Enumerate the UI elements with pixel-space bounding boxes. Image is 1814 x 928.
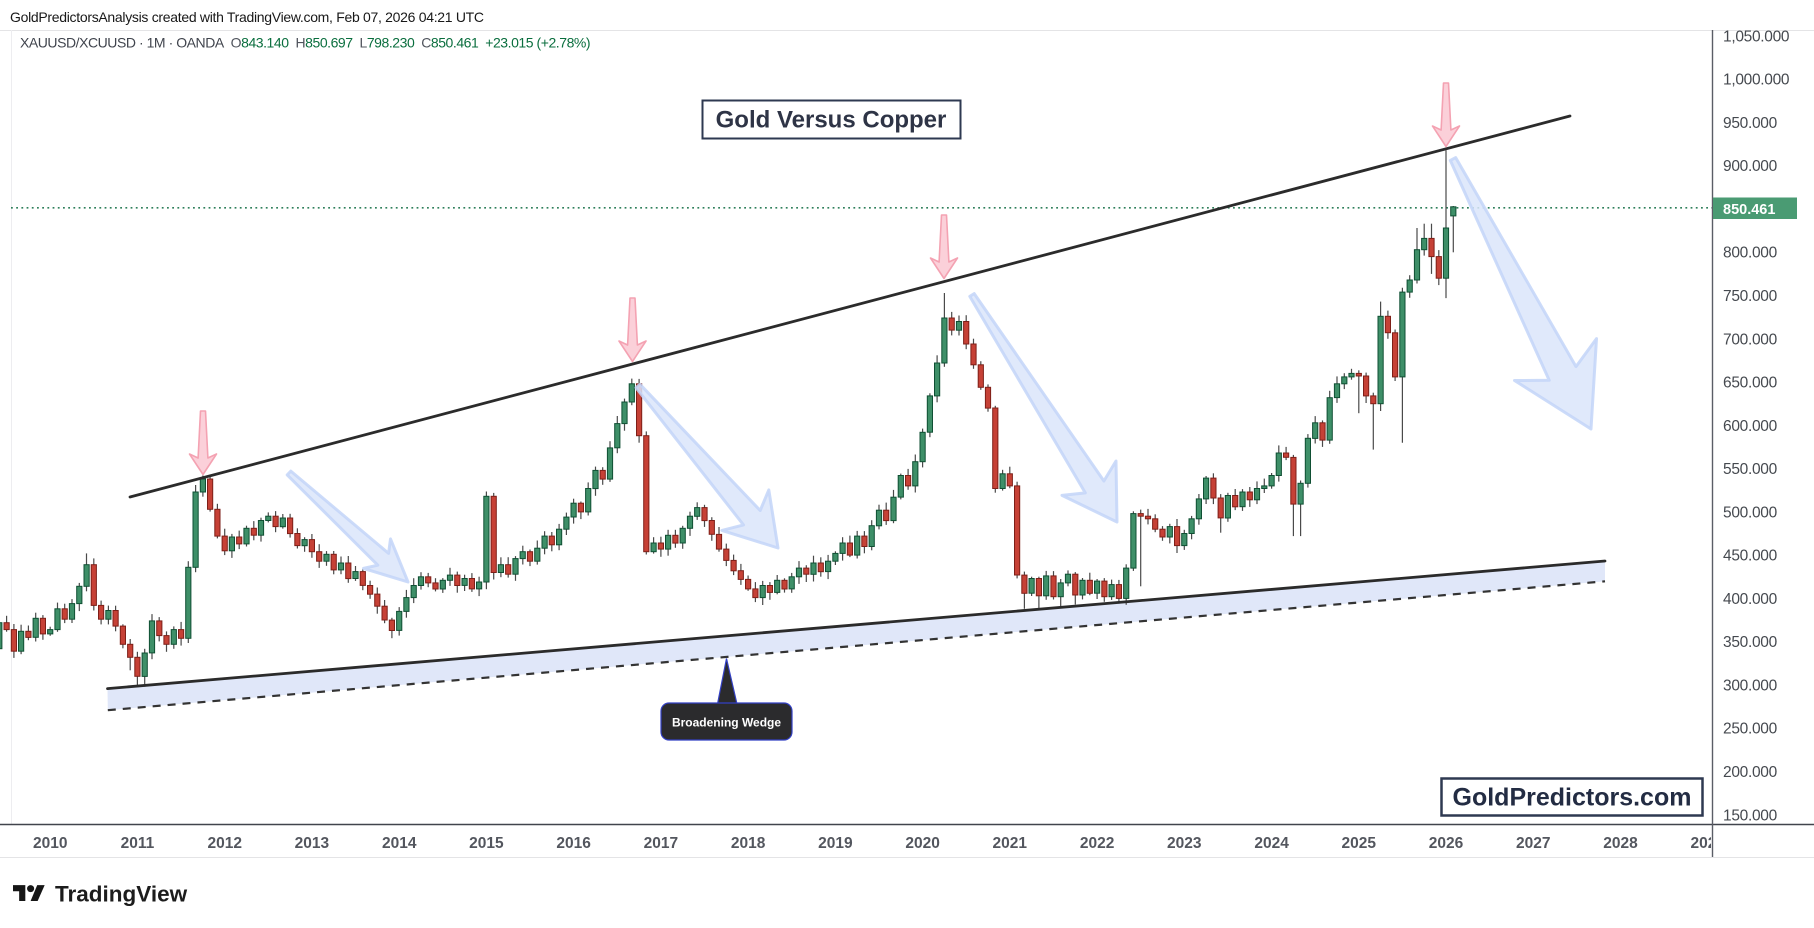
svg-text:450.000: 450.000: [1723, 548, 1778, 565]
svg-text:2014: 2014: [382, 835, 417, 852]
svg-text:900.000: 900.000: [1723, 158, 1778, 175]
svg-text:GoldPredictorsAnalysis created: GoldPredictorsAnalysis created with Trad…: [10, 9, 484, 25]
svg-text:2023: 2023: [1167, 835, 1202, 852]
svg-text:2024: 2024: [1254, 835, 1289, 852]
svg-text:2021: 2021: [993, 835, 1028, 852]
svg-text:300.000: 300.000: [1723, 677, 1778, 694]
svg-text:2020: 2020: [905, 835, 939, 852]
svg-text:850.461: 850.461: [1723, 202, 1775, 218]
svg-text:GoldPredictors.com: GoldPredictors.com: [1453, 784, 1692, 812]
svg-text:2015: 2015: [469, 835, 504, 852]
svg-text:800.000: 800.000: [1723, 245, 1778, 262]
svg-text:2028: 2028: [1603, 835, 1638, 852]
svg-text:750.000: 750.000: [1723, 288, 1778, 305]
svg-text:950.000: 950.000: [1723, 115, 1778, 132]
svg-text:200.000: 200.000: [1723, 764, 1778, 781]
svg-text:500.000: 500.000: [1723, 504, 1778, 521]
svg-text:TradingView: TradingView: [55, 882, 188, 907]
svg-text:2016: 2016: [556, 835, 591, 852]
svg-text:2011: 2011: [121, 835, 155, 852]
svg-text:650.000: 650.000: [1723, 375, 1778, 392]
svg-text:2012: 2012: [207, 835, 241, 852]
svg-text:2029: 2029: [1691, 835, 1726, 852]
svg-text:250.000: 250.000: [1723, 721, 1778, 738]
svg-text:2026: 2026: [1429, 835, 1464, 852]
svg-text:150.000: 150.000: [1723, 807, 1778, 824]
svg-text:2019: 2019: [818, 835, 853, 852]
svg-text:700.000: 700.000: [1723, 331, 1778, 348]
svg-text:Gold Versus Copper: Gold Versus Copper: [716, 107, 947, 134]
svg-text:2013: 2013: [295, 835, 330, 852]
svg-text:400.000: 400.000: [1723, 591, 1778, 608]
svg-text:Broadening Wedge: Broadening Wedge: [672, 716, 781, 730]
svg-text:600.000: 600.000: [1723, 418, 1778, 435]
svg-text:1,000.000: 1,000.000: [1723, 72, 1790, 89]
svg-text:550.000: 550.000: [1723, 461, 1778, 478]
svg-text:350.000: 350.000: [1723, 634, 1778, 651]
svg-text:2010: 2010: [33, 835, 67, 852]
svg-text:2027: 2027: [1516, 835, 1550, 852]
svg-text:2017: 2017: [644, 835, 678, 852]
svg-text:XAUUSD/XCUUSD · 1M · OANDA O8: XAUUSD/XCUUSD · 1M · OANDA O843.140 H850…: [20, 35, 590, 51]
svg-text:2022: 2022: [1080, 835, 1114, 852]
svg-text:2025: 2025: [1342, 835, 1377, 852]
svg-text:1,050.000: 1,050.000: [1723, 28, 1790, 45]
svg-text:2018: 2018: [731, 835, 766, 852]
